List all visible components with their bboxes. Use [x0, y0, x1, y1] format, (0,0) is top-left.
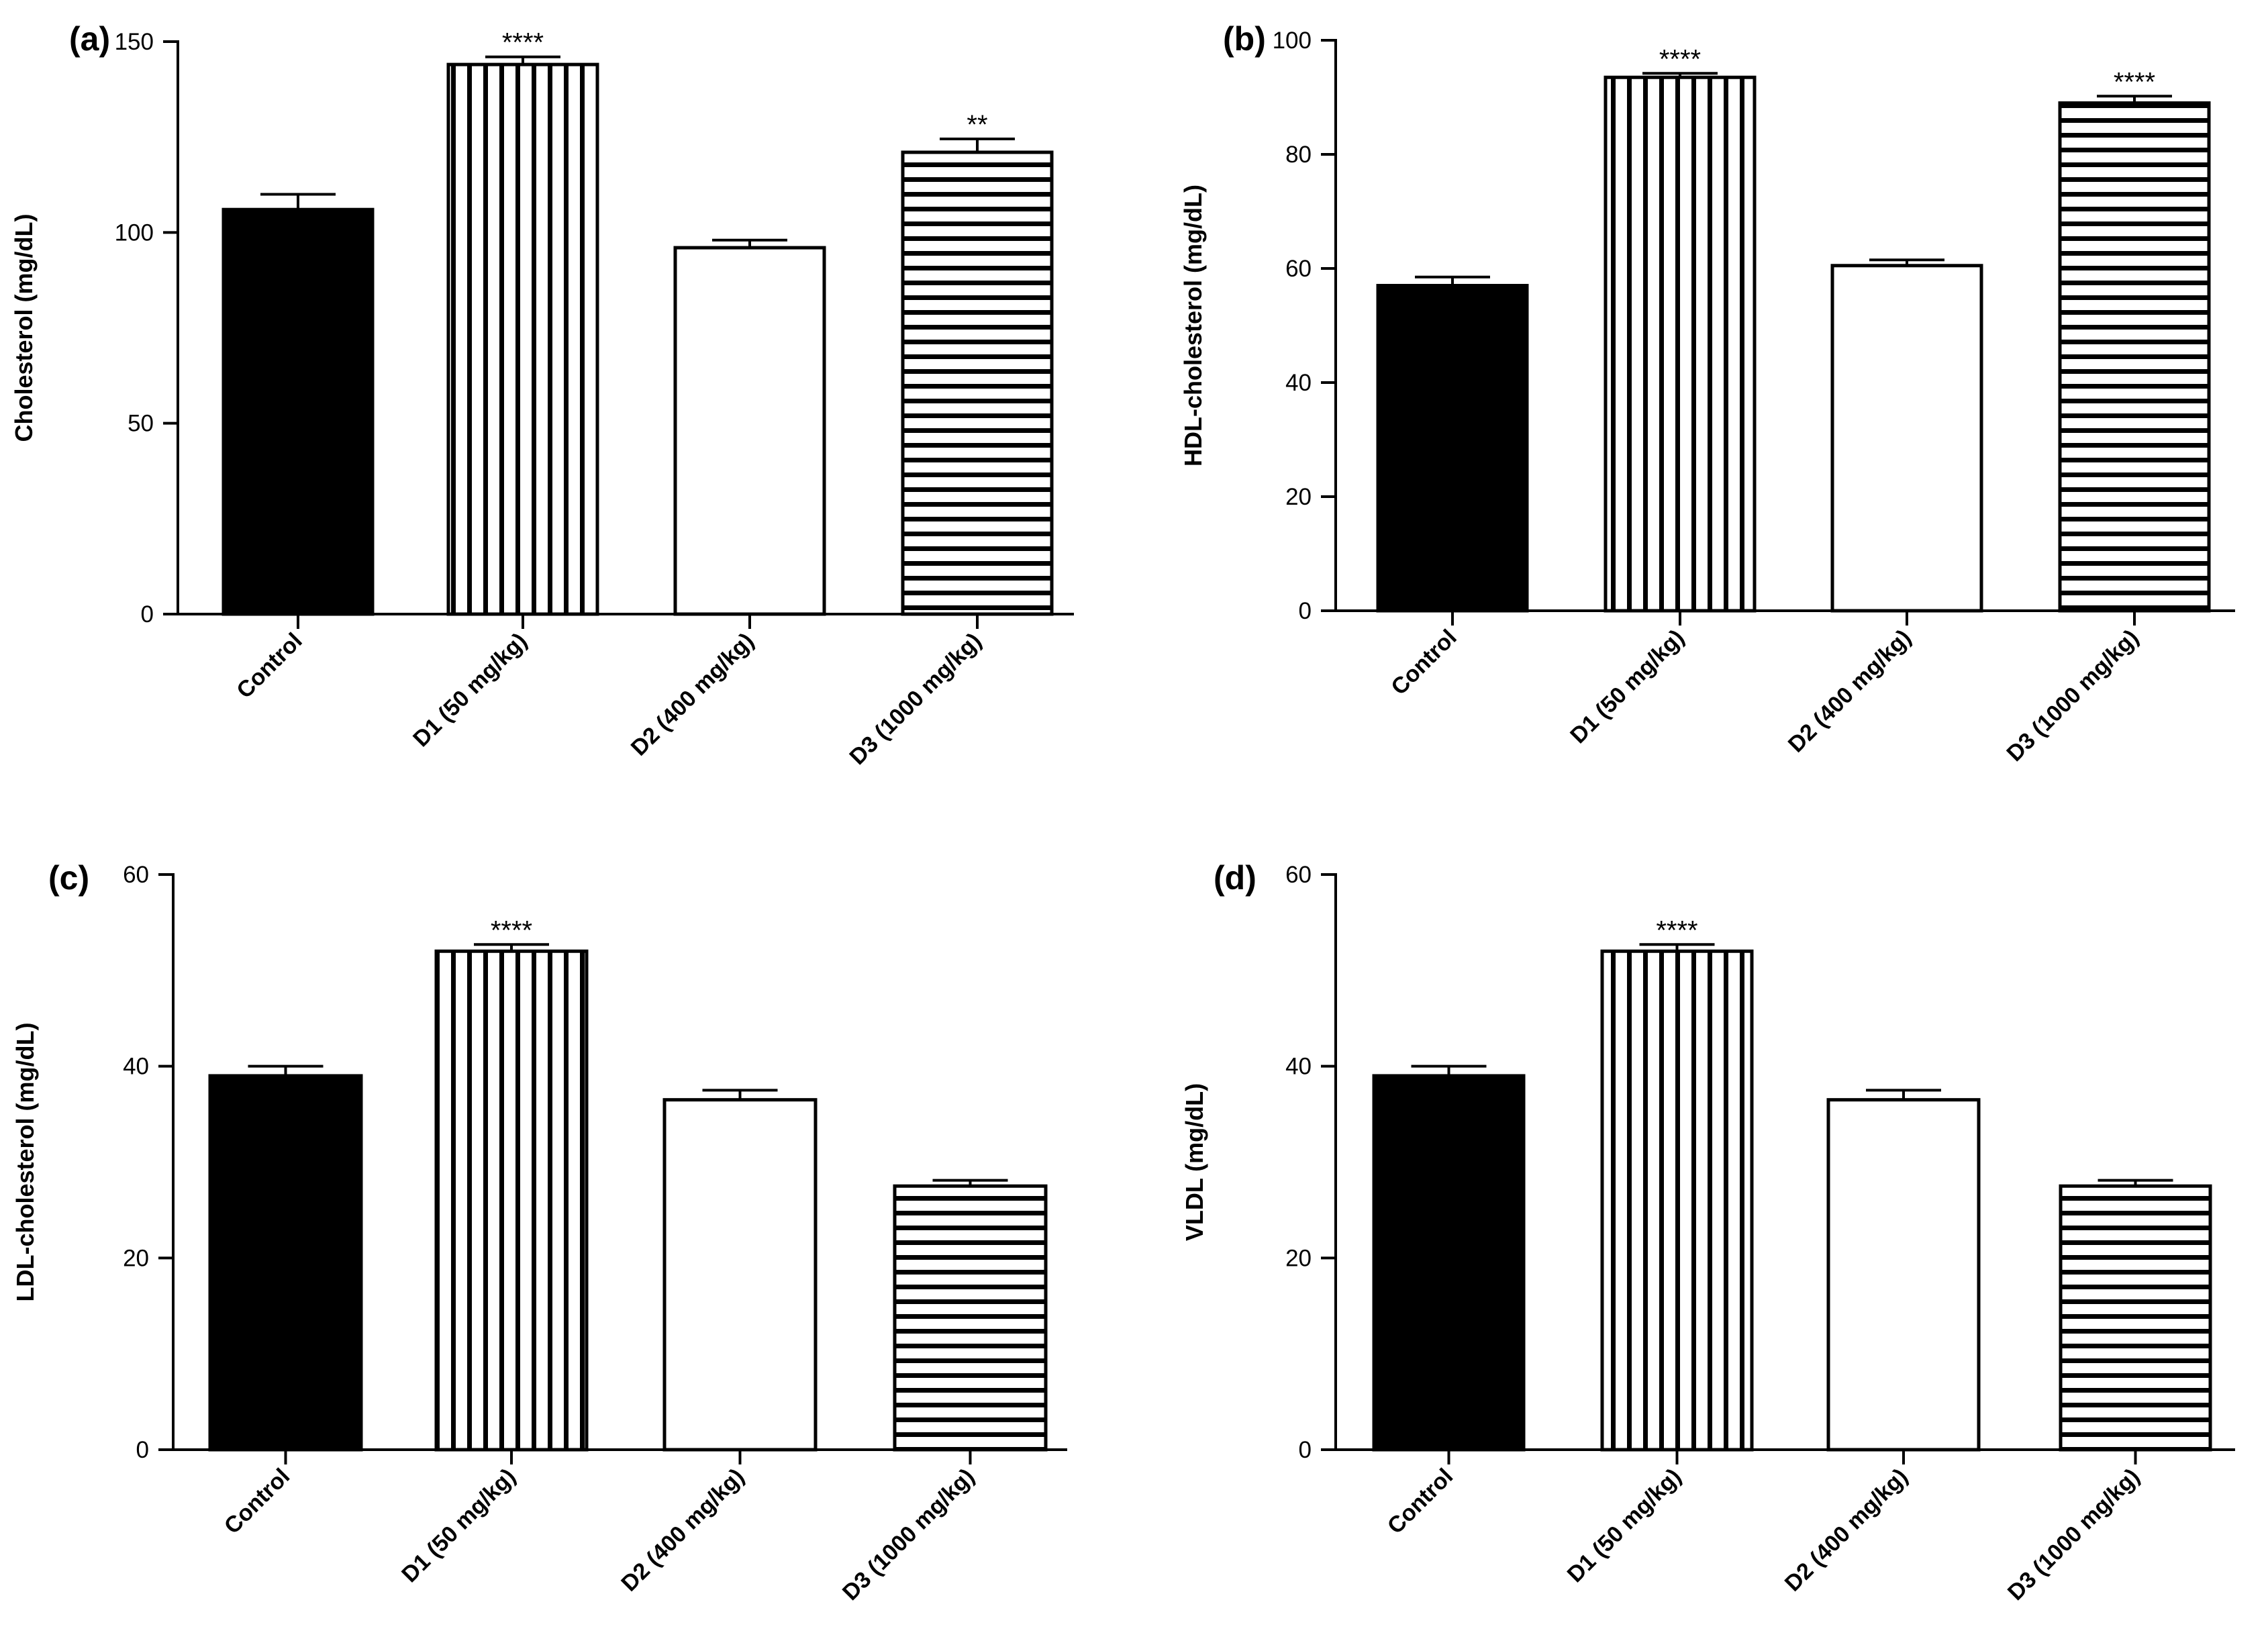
bar [446, 62, 599, 616]
y-axis-label: Cholesterol (mg/dL) [10, 214, 38, 442]
significance-marker: **** [502, 28, 544, 58]
bar [2059, 1184, 2212, 1452]
y-tick-label: 50 [128, 411, 154, 437]
bar [673, 246, 826, 616]
bar [434, 949, 589, 1452]
y-tick-label: 20 [1285, 1245, 1312, 1271]
y-tick-label: 60 [1285, 256, 1312, 282]
x-tick-label: D3 (1000 mg/kg) [844, 628, 986, 770]
bar [1372, 1074, 1526, 1452]
x-tick-label: D3 (1000 mg/kg) [2002, 625, 2143, 766]
x-tick-label: Control [219, 1464, 295, 1539]
x-tick-label: D2 (400 mg/kg) [626, 628, 759, 761]
panel-label: (d) [1214, 859, 1256, 897]
x-tick-label: Control [1386, 625, 1461, 700]
y-tick-label: 80 [1285, 142, 1312, 168]
y-tick-label: 60 [1285, 862, 1312, 888]
y-tick-label: 150 [115, 29, 154, 55]
bar [1604, 75, 1757, 613]
bar [1376, 284, 1529, 613]
y-axis-label: HDL-cholesterol (mg/dL) [1179, 185, 1207, 466]
bar [1830, 264, 1983, 613]
y-tick-label: 0 [1299, 598, 1312, 624]
significance-marker: **** [2114, 67, 2155, 97]
bar [208, 1074, 363, 1452]
x-tick-label: D3 (1000 mg/kg) [2003, 1464, 2144, 1605]
y-tick-label: 0 [141, 601, 154, 628]
bar [662, 1098, 818, 1452]
bar [893, 1184, 1048, 1452]
bar [221, 207, 375, 616]
bar [901, 150, 1054, 616]
x-tick-label: D2 (400 mg/kg) [1783, 625, 1916, 758]
panel-label: (b) [1223, 20, 1266, 58]
y-tick-label: 0 [136, 1437, 149, 1463]
y-tick-label: 100 [1273, 28, 1312, 54]
significance-marker: ** [967, 110, 987, 140]
x-tick-label: Control [232, 628, 307, 703]
x-tick-label: D1 (50 mg/kg) [408, 628, 532, 752]
y-tick-label: 20 [1285, 484, 1312, 510]
x-tick-label: Control [1383, 1464, 1458, 1539]
y-tick-label: 40 [1285, 370, 1312, 396]
y-tick-label: 20 [123, 1245, 149, 1271]
panel-label: (a) [69, 20, 110, 58]
y-tick-label: 60 [123, 862, 149, 888]
x-tick-label: D1 (50 mg/kg) [1563, 1464, 1687, 1588]
significance-marker: **** [491, 915, 532, 945]
panel-b: (b) HDL-cholesterol (mg/dL) 0 20 40 60 80 100 Co… [1179, 20, 2235, 766]
panel-d: (d) VLDL (mg/dL) 0 20 40 60 Control **** D1 (50 … [1181, 859, 2235, 1605]
x-tick-label: D3 (1000 mg/kg) [838, 1464, 979, 1605]
x-tick-label: D2 (400 mg/kg) [616, 1464, 749, 1597]
y-tick-label: 40 [1285, 1054, 1312, 1080]
bar [2058, 101, 2211, 613]
panel-label: (c) [48, 859, 89, 897]
panel-a: (a) Cholesterol (mg/dL) 0 50 100 150 Control **… [10, 20, 1074, 770]
x-tick-label: D1 (50 mg/kg) [1565, 625, 1689, 749]
x-tick-label: D2 (400 mg/kg) [1780, 1464, 1913, 1597]
panel-c: (c) LDL-cholesterol (mg/dL) 0 20 40 60 Control… [11, 859, 1067, 1605]
y-tick-label: 0 [1299, 1437, 1312, 1463]
y-tick-label: 100 [115, 219, 154, 246]
y-axis-label: LDL-cholesterol (mg/dL) [11, 1023, 39, 1302]
significance-marker: **** [1659, 44, 1701, 74]
y-axis-label: VLDL (mg/dL) [1181, 1083, 1208, 1241]
bar [1600, 949, 1754, 1452]
significance-marker: **** [1656, 915, 1697, 945]
bar [1826, 1098, 1981, 1452]
y-tick-label: 40 [123, 1054, 149, 1080]
x-tick-label: D1 (50 mg/kg) [397, 1464, 521, 1588]
